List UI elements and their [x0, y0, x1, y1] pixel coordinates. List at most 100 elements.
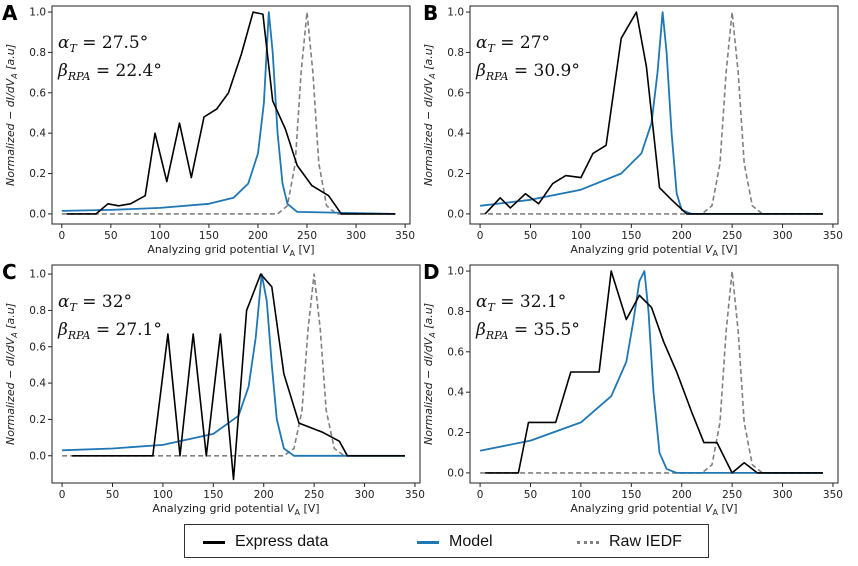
x-tick-label: 0 — [477, 489, 484, 501]
y-tick-label: 1.0 — [447, 266, 464, 278]
y-tick-label: 0.6 — [447, 87, 464, 99]
x-tick-label: 100 — [571, 230, 591, 242]
plot-frame — [51, 5, 411, 225]
x-tick-label: 200 — [672, 489, 692, 501]
y-tick-label: 0.2 — [29, 168, 46, 180]
x-tick-label: 300 — [355, 489, 375, 501]
series-line-model — [62, 273, 405, 457]
annotation-beta: βRPA = 27.1° — [57, 320, 162, 342]
annotation-alpha: αT = 27.5° — [58, 33, 148, 55]
x-tick-label: 300 — [346, 230, 366, 242]
panel-letter: A — [2, 1, 18, 25]
x-tick-label: 250 — [297, 230, 317, 242]
x-tick-label: 50 — [106, 489, 119, 501]
x-tick-label: 0 — [477, 230, 484, 242]
series-line-express — [66, 11, 396, 215]
series-line-model — [61, 11, 396, 215]
x-axis-label: Analyzing grid potential VA [V] — [152, 502, 319, 517]
x-axis-label: Analyzing grid potential VA [V] — [570, 502, 737, 517]
annotation-alpha: αT = 32.1° — [476, 292, 566, 314]
annotation-alpha: αT = 32° — [58, 292, 132, 314]
legend-label-model: Model — [449, 533, 493, 550]
y-tick-label: 0.8 — [447, 47, 464, 59]
x-tick-label: 250 — [722, 489, 742, 501]
y-tick-label: 0.8 — [29, 305, 46, 317]
series-line-model — [479, 11, 823, 215]
x-tick-label: 250 — [722, 230, 742, 242]
y-tick-label: 0.6 — [29, 341, 46, 353]
legend-label-express: Express data — [235, 533, 329, 550]
annotation-beta: βRPA = 30.9° — [475, 61, 580, 83]
x-tick-label: 200 — [248, 230, 268, 242]
y-tick-label: 0.6 — [447, 346, 464, 358]
y-tick-label: 0.2 — [447, 168, 464, 180]
y-axis-label: Normalized − dI/dVA [a.u] — [4, 44, 19, 186]
legend-item-model: Model — [417, 525, 493, 559]
annotation-beta: βRPA = 22.4° — [57, 61, 162, 83]
panel-a: A 0 50 100 150 200 250 300 350 0.0 0.2 0.4 0.6 0.8 1.0… — [2, 1, 415, 258]
legend-item-express: Express data — [203, 525, 328, 559]
plot-frame — [469, 264, 839, 484]
y-tick-label: 0.4 — [447, 387, 464, 399]
legend: Express data Model Raw IEDF — [184, 524, 709, 558]
x-tick-label: 50 — [104, 230, 117, 242]
y-tick-label: 0.8 — [29, 47, 46, 59]
legend-swatch-model — [417, 540, 439, 544]
x-tick-label: 150 — [621, 230, 641, 242]
legend-label-raw: Raw IEDF — [609, 533, 682, 550]
legend-swatch-raw — [577, 540, 599, 544]
y-tick-label: 0.8 — [447, 306, 464, 318]
y-axis-label: Normalized − dI/dVA [a.u] — [422, 303, 437, 445]
x-tick-label: 250 — [304, 489, 324, 501]
x-axis-label: Analyzing grid potential VA [V] — [147, 243, 314, 258]
x-tick-label: 100 — [153, 489, 173, 501]
x-tick-label: 50 — [524, 230, 537, 242]
x-tick-label: 350 — [395, 230, 415, 242]
y-tick-label: 0.2 — [447, 427, 464, 439]
series-line-express — [72, 273, 405, 481]
x-tick-label: 50 — [524, 489, 537, 501]
panel-d: D 0 50 100 150 200 250 300 350 0.0 0.2 0.4 0.6 0.8 1.0… — [422, 260, 843, 517]
x-tick-label: 150 — [621, 489, 641, 501]
panel-b: B 0 50 100 150 200 250 300 350 0.0 0.2 0.4 0.6 0.8 1.0… — [422, 1, 843, 258]
legend-item-raw: Raw IEDF — [577, 525, 682, 559]
x-tick-label: 100 — [150, 230, 170, 242]
x-tick-label: 0 — [59, 489, 66, 501]
panel-letter: B — [423, 1, 438, 25]
y-tick-label: 0.4 — [29, 378, 46, 390]
x-tick-label: 100 — [571, 489, 591, 501]
plot-frame — [51, 264, 421, 484]
y-tick-label: 0.0 — [29, 450, 46, 462]
y-tick-label: 1.0 — [29, 269, 46, 281]
annotation-beta: βRPA = 35.5° — [475, 320, 580, 342]
y-tick-label: 0.6 — [29, 87, 46, 99]
series-line-express — [484, 11, 823, 215]
y-tick-label: 0.4 — [29, 128, 46, 140]
y-axis-label: Normalized − dI/dVA [a.u] — [422, 44, 437, 186]
annotation-alpha: αT = 27° — [476, 33, 550, 55]
y-tick-label: 1.0 — [447, 7, 464, 19]
y-tick-label: 1.0 — [29, 7, 46, 19]
y-tick-label: 0.4 — [447, 128, 464, 140]
x-tick-label: 150 — [203, 489, 223, 501]
y-tick-label: 0.0 — [29, 208, 46, 220]
x-tick-label: 150 — [199, 230, 219, 242]
y-tick-label: 0.2 — [29, 414, 46, 426]
panel-letter: C — [2, 260, 17, 284]
x-tick-label: 350 — [405, 489, 425, 501]
x-tick-label: 300 — [773, 489, 793, 501]
panel-letter: D — [423, 260, 440, 284]
x-tick-label: 200 — [672, 230, 692, 242]
x-tick-label: 350 — [823, 489, 843, 501]
y-tick-label: 0.0 — [447, 208, 464, 220]
x-tick-label: 200 — [254, 489, 274, 501]
x-tick-label: 0 — [58, 230, 65, 242]
series-line-raw — [62, 273, 405, 457]
x-tick-label: 300 — [773, 230, 793, 242]
x-axis-label: Analyzing grid potential VA [V] — [570, 243, 737, 258]
series-line-express — [485, 270, 823, 474]
series-line-model — [479, 270, 823, 474]
y-tick-label: 0.0 — [447, 467, 464, 479]
y-axis-label: Normalized − dI/dVA [a.u] — [4, 303, 19, 445]
